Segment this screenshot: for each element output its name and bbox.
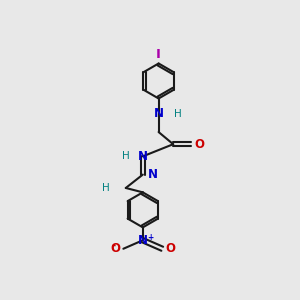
Text: N: N: [154, 107, 164, 120]
Text: O: O: [194, 138, 204, 151]
Text: N: N: [148, 168, 158, 181]
Text: O: O: [165, 242, 175, 255]
Text: H: H: [102, 183, 110, 193]
Text: N: N: [138, 150, 148, 163]
Text: H: H: [122, 152, 129, 161]
Text: -: -: [111, 241, 116, 251]
Text: +: +: [147, 233, 153, 242]
Text: I: I: [156, 48, 161, 61]
Text: N: N: [138, 234, 148, 247]
Text: H: H: [174, 109, 182, 119]
Text: O: O: [110, 242, 120, 255]
